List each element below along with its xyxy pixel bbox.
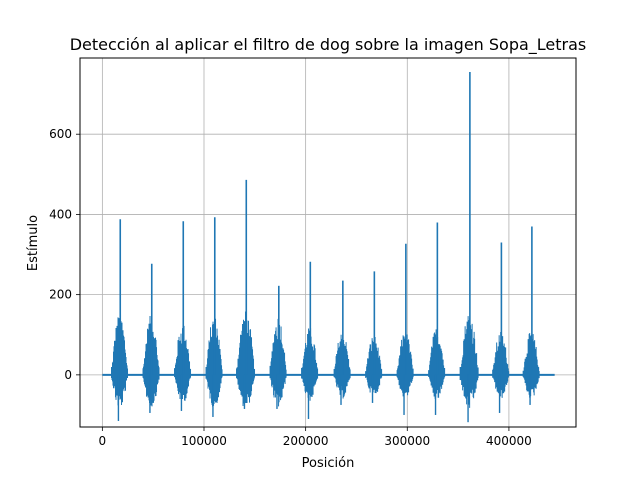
signal-burst: [492, 242, 510, 413]
signal-burst: [301, 261, 319, 419]
y-tick-label: 0: [64, 368, 72, 382]
y-axis-ticks: 0 200 400 600: [49, 127, 80, 382]
x-tick-label: 0: [99, 434, 107, 448]
signal-burst: [111, 219, 129, 421]
x-tick-label: 300000: [384, 434, 430, 448]
x-tick-label: 100000: [181, 434, 227, 448]
y-tick-label: 200: [49, 288, 72, 302]
y-axis-label: Estímulo: [26, 215, 41, 271]
signal-burst: [428, 222, 446, 415]
signal-burst: [269, 285, 287, 409]
signal-burst: [205, 217, 223, 417]
signal-burst: [333, 280, 351, 405]
x-tick-label: 400000: [486, 434, 532, 448]
plot-frame: [79, 57, 577, 428]
signal-burst: [459, 72, 479, 423]
signal-burst: [174, 221, 192, 411]
signal-burst: [142, 263, 160, 413]
data-series: [102, 72, 555, 423]
x-tick-label: 200000: [283, 434, 329, 448]
x-axis-ticks: 0 100000 200000 300000 400000: [99, 427, 532, 448]
signal-burst: [396, 243, 414, 415]
signal-burst: [236, 179, 256, 409]
chart-title: Detección al aplicar el filtro de dog so…: [70, 35, 587, 55]
signal-burst: [365, 271, 383, 403]
y-tick-label: 600: [49, 127, 72, 141]
y-tick-label: 400: [49, 207, 72, 221]
x-axis-label: Posición: [302, 456, 355, 471]
signal-burst: [522, 226, 540, 405]
